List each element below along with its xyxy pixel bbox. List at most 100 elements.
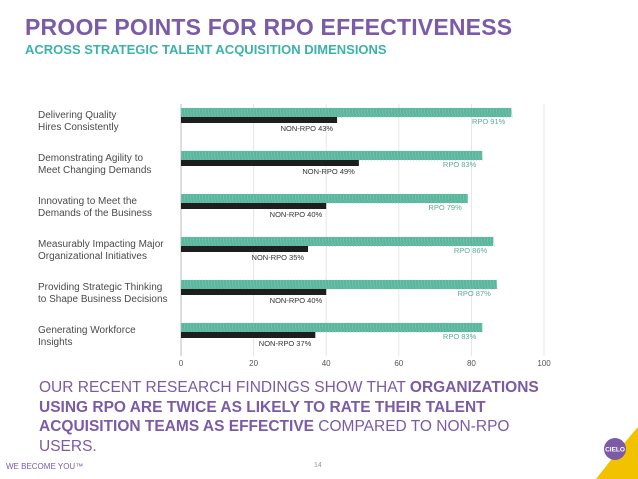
rpo-bar-texture: [318, 278, 321, 291]
rpo-bar-texture: [285, 235, 288, 248]
rpo-bar-texture: [486, 235, 489, 248]
rpo-bar-texture: [342, 149, 345, 162]
rpo-bar-texture: [318, 321, 321, 334]
rpo-bar-texture: [348, 321, 351, 334]
rpo-bar-texture: [267, 149, 270, 162]
rpo-bar-texture: [465, 321, 468, 334]
rpo-bar-texture: [396, 235, 399, 248]
rpo-bar-texture: [300, 106, 303, 119]
rpo-bar-texture: [240, 149, 243, 162]
rpo-bar-texture: [222, 235, 225, 248]
rpo-bar-texture: [324, 235, 327, 248]
rpo-bar-texture: [243, 321, 246, 334]
rpo-bar-texture: [219, 106, 222, 119]
rpo-bar-texture: [243, 106, 246, 119]
rpo-bar-texture: [462, 321, 465, 334]
rpo-bar-texture: [237, 106, 240, 119]
rpo-bar-texture: [450, 235, 453, 248]
rpo-bar-texture: [315, 235, 318, 248]
rpo-bar-texture: [384, 278, 387, 291]
rpo-bar-texture: [360, 192, 363, 205]
rpo-bar-texture: [363, 106, 366, 119]
rpo-bar-texture: [228, 321, 231, 334]
category-label: Generating Workforce: [38, 325, 136, 336]
rpo-bar-texture: [372, 235, 375, 248]
rpo-bar-texture: [225, 321, 228, 334]
non-rpo-bar: [181, 117, 338, 123]
rpo-bar-texture: [489, 235, 492, 248]
rpo-bar-texture: [429, 235, 432, 248]
rpo-bar-texture: [246, 192, 249, 205]
rpo-bar-texture: [297, 106, 300, 119]
rpo-bar-texture: [219, 149, 222, 162]
rpo-bar-texture: [294, 321, 297, 334]
rpo-bar-texture: [183, 149, 186, 162]
rpo-bar-texture: [216, 106, 219, 119]
page-subtitle: ACROSS STRATEGIC TALENT ACQUISITION DIME…: [25, 42, 387, 57]
rpo-bar-texture: [291, 235, 294, 248]
rpo-bar-texture: [366, 106, 369, 119]
rpo-bar-texture: [333, 321, 336, 334]
rpo-bar-texture: [369, 321, 372, 334]
rpo-bar-texture: [420, 321, 423, 334]
rpo-bar-texture: [405, 278, 408, 291]
rpo-bar-texture: [285, 106, 288, 119]
rpo-bar-texture: [483, 278, 486, 291]
rpo-bar-texture: [282, 106, 285, 119]
rpo-bar-texture: [219, 278, 222, 291]
rpo-bar-texture: [195, 106, 198, 119]
rpo-bar-texture: [450, 106, 453, 119]
rpo-bar-texture: [342, 321, 345, 334]
rpo-bar-texture: [309, 106, 312, 119]
rpo-bar-texture: [324, 106, 327, 119]
rpo-bar-texture: [348, 149, 351, 162]
rpo-bar-texture: [432, 235, 435, 248]
rpo-bar-texture: [270, 321, 273, 334]
rpo-bar-texture: [237, 192, 240, 205]
rpo-bar-texture: [279, 235, 282, 248]
rpo-bar-texture: [294, 149, 297, 162]
rpo-bar-texture: [258, 235, 261, 248]
rpo-bar-texture: [489, 106, 492, 119]
footer-tagline: WE BECOME YOU™: [6, 462, 84, 471]
rpo-bar-texture: [414, 321, 417, 334]
rpo-bar-texture: [384, 192, 387, 205]
rpo-bar-texture: [351, 192, 354, 205]
rpo-bar-texture: [195, 192, 198, 205]
rpo-bar-texture: [258, 321, 261, 334]
rpo-bar-texture: [462, 149, 465, 162]
rpo-bar-texture: [351, 149, 354, 162]
rpo-bar-texture: [183, 106, 186, 119]
rpo-bar-texture: [456, 278, 459, 291]
category-label: Delivering Quality: [38, 110, 116, 121]
rpo-bar-texture: [225, 278, 228, 291]
rpo-bar-texture: [486, 278, 489, 291]
rpo-bar-texture: [393, 278, 396, 291]
rpo-bar-texture: [324, 278, 327, 291]
rpo-bar-texture: [477, 106, 480, 119]
rpo-bar-texture: [198, 321, 201, 334]
rpo-bar-texture: [306, 149, 309, 162]
rpo-bar-texture: [402, 149, 405, 162]
rpo-bar-texture: [231, 106, 234, 119]
rpo-bar-texture: [396, 106, 399, 119]
rpo-bar-texture: [435, 149, 438, 162]
rpo-bar-texture: [345, 149, 348, 162]
rpo-bar-texture: [270, 149, 273, 162]
rpo-bar-texture: [405, 192, 408, 205]
rpo-bar-texture: [381, 149, 384, 162]
rpo-bar-texture: [465, 278, 468, 291]
rpo-bar-texture: [327, 192, 330, 205]
rpo-bar-texture: [390, 192, 393, 205]
rpo-bar-texture: [483, 235, 486, 248]
rpo-bar-texture: [366, 278, 369, 291]
rpo-bar-texture: [396, 192, 399, 205]
rpo-bar-texture: [459, 192, 462, 205]
rpo-bar-texture: [480, 278, 483, 291]
rpo-bar-texture: [354, 235, 357, 248]
rpo-bar-texture: [357, 321, 360, 334]
rpo-bar-texture: [261, 149, 264, 162]
rpo-bar-texture: [375, 149, 378, 162]
rpo-bar-texture: [375, 321, 378, 334]
rpo-bar-texture: [222, 192, 225, 205]
